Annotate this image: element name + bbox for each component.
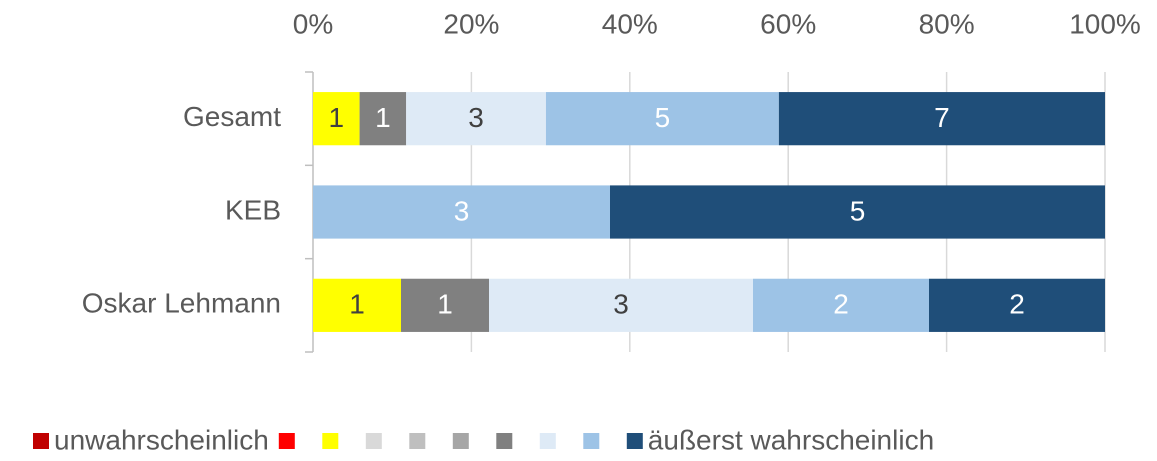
bar-segment [753, 278, 929, 332]
data-label: 3 [613, 289, 629, 320]
legend-swatch [409, 433, 426, 449]
data-label: 3 [468, 102, 484, 133]
bar-segment [545, 92, 779, 146]
data-label: 5 [850, 195, 866, 226]
data-label: 7 [934, 102, 950, 133]
bar-segment [313, 92, 360, 146]
bar-segment [401, 278, 489, 332]
x-tick-label: 80% [919, 8, 975, 39]
x-tick-label: 20% [443, 8, 499, 39]
legend-swatch [583, 433, 600, 449]
data-label: 2 [833, 289, 849, 320]
data-label: 1 [329, 102, 345, 133]
bar-segment [778, 92, 1105, 146]
data-label: 3 [454, 195, 470, 226]
data-label: 5 [655, 102, 671, 133]
legend-swatch [365, 433, 382, 449]
legend-swatch [322, 433, 339, 449]
legend-label: äußerst wahrscheinlich [648, 424, 934, 455]
y-tick-label: KEB [225, 194, 281, 225]
data-label: 1 [349, 289, 365, 320]
x-tick-label: 60% [760, 8, 816, 39]
y-tick-label: Oskar Lehmann [82, 288, 281, 319]
data-label: 1 [375, 102, 391, 133]
legend-swatch [278, 433, 295, 449]
bar-segment [313, 278, 401, 332]
y-tick-label: Gesamt [183, 101, 281, 132]
legend-swatch [496, 433, 513, 449]
bar-segment [489, 278, 753, 332]
x-tick-label: 40% [602, 8, 658, 39]
x-tick-label: 0% [293, 8, 333, 39]
legend-swatch [33, 433, 49, 449]
legend-swatch [626, 433, 643, 449]
bar-segment [313, 185, 610, 239]
x-tick-label: 100% [1069, 8, 1141, 39]
data-label: 1 [437, 289, 453, 320]
data-label: 2 [1009, 289, 1025, 320]
bar-segment [929, 278, 1105, 332]
legend-swatch [452, 433, 469, 449]
bar-segment [610, 185, 1105, 239]
legend-label: unwahrscheinlich [54, 424, 269, 455]
bar-segment [359, 92, 407, 146]
legend-swatch [539, 433, 556, 449]
bar-segment [406, 92, 546, 146]
